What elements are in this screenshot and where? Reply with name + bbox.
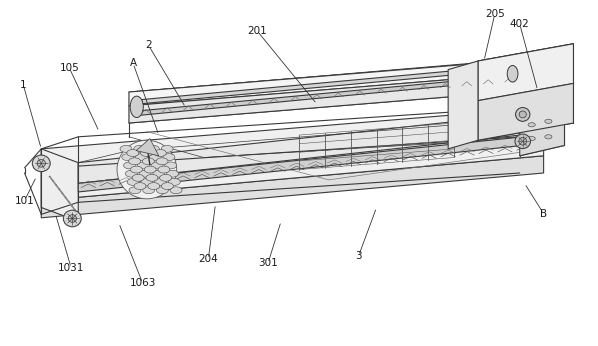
Text: 201: 201 [248, 26, 267, 36]
Ellipse shape [507, 65, 518, 82]
Circle shape [151, 162, 163, 169]
Circle shape [150, 154, 161, 161]
Text: B: B [540, 209, 547, 219]
Circle shape [157, 187, 169, 194]
Circle shape [141, 179, 153, 185]
Polygon shape [138, 76, 511, 116]
Polygon shape [478, 44, 573, 101]
Polygon shape [520, 64, 565, 108]
Circle shape [126, 170, 138, 177]
Circle shape [143, 187, 155, 194]
Ellipse shape [515, 134, 530, 148]
Circle shape [144, 166, 156, 173]
Ellipse shape [519, 111, 526, 118]
Circle shape [170, 187, 182, 194]
Circle shape [161, 183, 173, 190]
Circle shape [129, 187, 141, 194]
Circle shape [154, 149, 166, 156]
Polygon shape [41, 156, 544, 218]
Circle shape [130, 166, 142, 173]
Ellipse shape [32, 155, 50, 172]
Circle shape [146, 174, 158, 181]
Text: 1: 1 [20, 80, 27, 90]
Text: 2: 2 [145, 40, 152, 51]
Polygon shape [129, 74, 521, 123]
Text: 402: 402 [510, 19, 530, 29]
Polygon shape [136, 138, 159, 156]
Text: 3: 3 [355, 251, 362, 261]
Text: 204: 204 [199, 254, 218, 264]
Circle shape [148, 145, 160, 152]
Text: 1031: 1031 [58, 263, 84, 273]
Ellipse shape [515, 108, 530, 121]
Ellipse shape [117, 140, 176, 199]
Circle shape [169, 179, 180, 185]
Circle shape [165, 162, 176, 169]
Ellipse shape [519, 137, 527, 145]
Circle shape [127, 179, 139, 185]
Circle shape [120, 145, 132, 152]
Polygon shape [78, 137, 523, 192]
Text: 105: 105 [59, 63, 79, 73]
Circle shape [528, 123, 535, 127]
Ellipse shape [37, 160, 45, 167]
Circle shape [141, 149, 152, 156]
Text: A: A [130, 58, 137, 69]
Ellipse shape [63, 210, 81, 227]
Circle shape [167, 170, 178, 177]
Polygon shape [129, 60, 521, 106]
Polygon shape [478, 83, 573, 140]
Circle shape [138, 162, 150, 169]
Polygon shape [448, 61, 478, 149]
Circle shape [136, 154, 148, 161]
Text: 101: 101 [15, 195, 35, 206]
Circle shape [161, 145, 173, 152]
Circle shape [155, 179, 167, 185]
Polygon shape [41, 149, 78, 221]
Polygon shape [520, 97, 565, 156]
Circle shape [160, 174, 172, 181]
Circle shape [545, 135, 552, 139]
Circle shape [132, 174, 144, 181]
Polygon shape [41, 108, 544, 201]
Circle shape [134, 183, 146, 190]
Polygon shape [138, 65, 511, 104]
Text: 205: 205 [485, 9, 505, 19]
Circle shape [528, 136, 535, 140]
Circle shape [142, 158, 154, 165]
Circle shape [148, 183, 160, 190]
Circle shape [139, 170, 151, 177]
Text: 301: 301 [258, 258, 278, 268]
Circle shape [158, 166, 170, 173]
Polygon shape [78, 115, 520, 183]
Circle shape [545, 119, 552, 124]
Circle shape [153, 170, 165, 177]
Polygon shape [132, 59, 520, 108]
Circle shape [163, 154, 175, 161]
Text: 1063: 1063 [130, 278, 156, 288]
Circle shape [129, 158, 141, 165]
Circle shape [134, 145, 146, 152]
Ellipse shape [130, 96, 144, 118]
Circle shape [127, 149, 139, 156]
Ellipse shape [68, 215, 77, 222]
Circle shape [156, 158, 168, 165]
Circle shape [124, 162, 136, 169]
Circle shape [122, 154, 134, 161]
